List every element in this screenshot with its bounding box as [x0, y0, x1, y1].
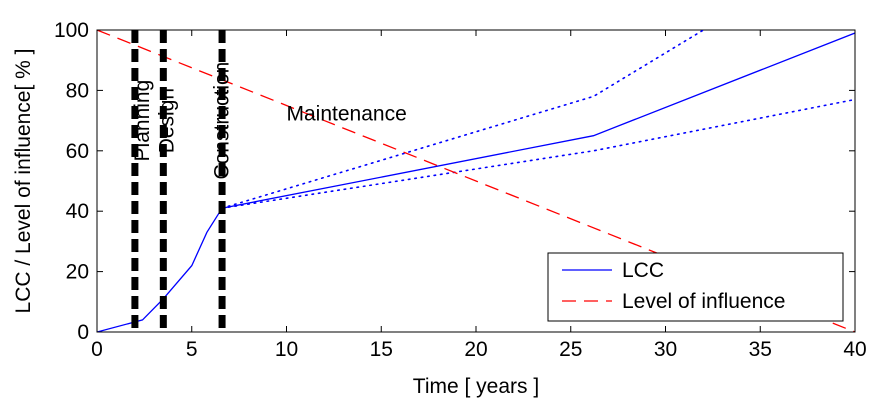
- y-tick-label-5: 100: [54, 19, 89, 42]
- legend-label-0: LCC: [622, 259, 664, 282]
- legend-box: [547, 252, 844, 322]
- y-tick-label-1: 20: [66, 261, 89, 284]
- x-tick-label-4: 20: [464, 338, 487, 361]
- x-axis-label: Time [ years ]: [413, 375, 539, 398]
- series-line-3: [221, 98, 855, 209]
- legend-label-1: Level of influence: [622, 290, 785, 313]
- y-tick-label-0: 0: [77, 321, 89, 344]
- x-axis-ticks: 0 5 10 15 20 25 30 35 40: [91, 30, 867, 361]
- y-tick-label-2: 40: [66, 200, 89, 223]
- series-line-2: [221, 30, 705, 209]
- x-tick-label-7: 35: [749, 338, 772, 361]
- y-tick-label-4: 80: [66, 79, 89, 102]
- annotation-0: Planning: [131, 80, 154, 162]
- x-tick-label-3: 15: [370, 338, 393, 361]
- x-tick-label-5: 25: [559, 338, 582, 361]
- annotation-1: Design: [156, 88, 179, 153]
- x-tick-label-0: 0: [91, 338, 103, 361]
- x-tick-label-8: 40: [843, 338, 866, 361]
- series-line-0: [97, 32, 855, 332]
- phase-lines: [131, 30, 226, 332]
- y-tick-label-3: 60: [66, 140, 89, 163]
- x-tick-label-1: 5: [186, 338, 198, 361]
- x-tick-label-2: 10: [275, 338, 298, 361]
- annotations: Planning Design Construction Maintenance: [131, 62, 407, 180]
- y-axis-label: LCC / Level of influence[ % ]: [12, 49, 35, 314]
- annotation-3: Maintenance: [287, 103, 407, 126]
- x-tick-label-6: 30: [654, 338, 677, 361]
- legend: LCC Level of influence: [547, 252, 844, 322]
- y-axis-ticks: 0 20 40 60 80 100: [54, 19, 855, 344]
- annotation-2: Construction: [210, 62, 233, 180]
